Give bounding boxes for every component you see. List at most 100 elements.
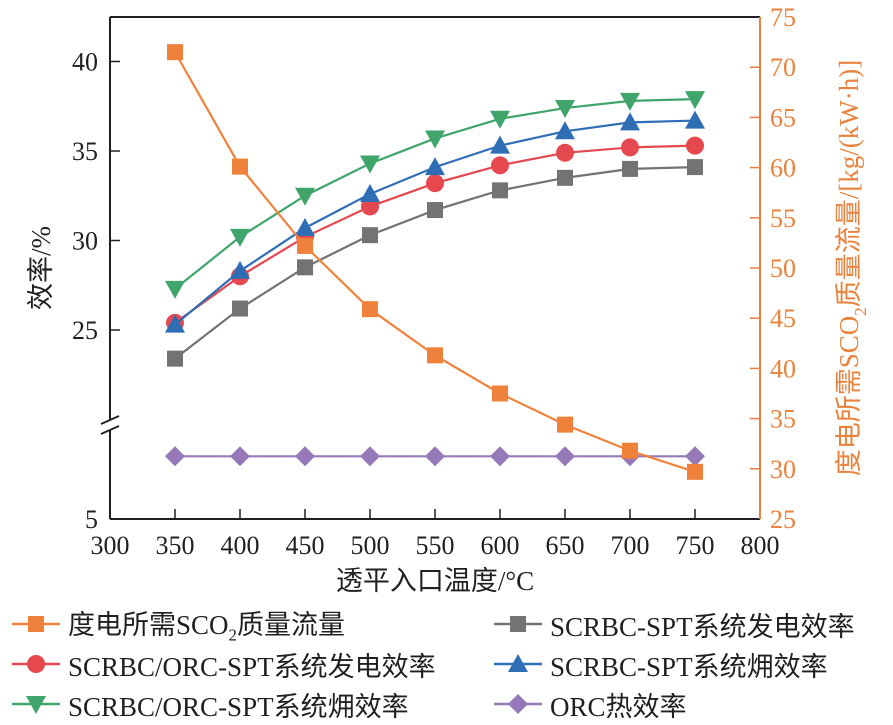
x-tick-label: 500 [351, 531, 390, 560]
legend-item-orc-power: SCRBC/ORC-SPT系统发电效率 [8, 644, 436, 684]
data-point-sco2-700 [622, 442, 638, 459]
y-right-tick-label: 50 [770, 254, 796, 283]
legend-label-orc-thermal: ORC热效率 [550, 691, 687, 722]
legend-symbol-sco2 [12, 616, 60, 632]
data-point-sco2-400 [232, 158, 248, 175]
axis-break-mark [100, 425, 120, 435]
data-point-orc_thermal-450 [295, 446, 315, 467]
data-point-scrbc_exergy-750 [685, 110, 705, 129]
data-point-scrbc_power-400 [232, 300, 248, 317]
y-left-tick-label: 25 [72, 316, 98, 345]
x-axis-title: 透平入口温度/°C [336, 566, 534, 596]
x-tick-label: 450 [286, 531, 325, 560]
x-tick-label: 800 [741, 531, 780, 560]
y-right-tick-label: 30 [770, 455, 796, 484]
data-point-orc_exergy-400 [230, 228, 250, 247]
data-point-scrbc_power-350 [167, 350, 183, 367]
y-right-tick-label: 75 [770, 3, 796, 32]
data-point-scrbc_exergy-550 [425, 157, 445, 176]
data-point-sco2-350 [167, 44, 183, 61]
data-point-orc_exergy-600 [490, 110, 510, 129]
y-right-tick-label: 25 [770, 505, 796, 534]
data-point-orc_power-700 [621, 138, 639, 157]
legend-marker-scrbc_exergy [508, 654, 528, 672]
data-point-orc_thermal-400 [230, 446, 250, 467]
gray-square-marker-icon [490, 609, 546, 639]
x-tick-label: 350 [156, 531, 195, 560]
axis-break-mark [100, 415, 120, 425]
data-point-orc_thermal-600 [490, 446, 510, 467]
legend-item-scrbc-exergy: SCRBC-SPT系统㶲效率 [490, 644, 828, 684]
orange-square-marker-icon [8, 609, 64, 639]
series-line-orc_exergy [174, 97, 696, 290]
y-right-tick-label: 70 [770, 53, 796, 82]
legend-label-scrbc-exergy: SCRBC-SPT系统㶲效率 [550, 651, 828, 682]
data-point-orc_power-750 [686, 136, 704, 155]
legend-marker-orc_thermal [508, 694, 528, 714]
data-point-scrbc_power-450 [297, 259, 313, 276]
data-point-orc_exergy-450 [295, 187, 315, 206]
y-left-tick-label: 5 [85, 505, 98, 534]
data-point-orc_power-600 [491, 156, 509, 175]
data-point-scrbc_exergy-450 [295, 217, 315, 236]
data-point-sco2-650 [557, 416, 573, 433]
x-tick-label: 650 [546, 531, 585, 560]
x-tick-label: 550 [416, 531, 455, 560]
legend-marker-orc_exergy [26, 696, 46, 714]
data-point-orc_thermal-750 [685, 446, 705, 467]
legend-item-scrbc-power: SCRBC-SPT系统发电效率 [490, 604, 855, 644]
legend-item-orc-exergy: SCRBC/ORC-SPT系统㶲效率 [8, 684, 409, 724]
x-tick-label: 700 [611, 531, 650, 560]
legend-marker-orc_power [27, 655, 45, 673]
y-right-tick-label: 65 [770, 103, 796, 132]
data-point-scrbc_exergy-400 [230, 260, 250, 279]
data-point-sco2-600 [492, 385, 508, 402]
data-point-scrbc_power-600 [492, 182, 508, 199]
data-point-orc_exergy-750 [685, 91, 705, 110]
data-point-orc_power-550 [426, 174, 444, 193]
data-point-scrbc_power-650 [557, 169, 573, 186]
data-point-scrbc_power-550 [427, 202, 443, 219]
legend-label-sco2: 度电所需SCO2质量流量 [68, 609, 346, 645]
data-point-sco2-500 [362, 301, 378, 318]
legend-label-orc-exergy: SCRBC/ORC-SPT系统㶲效率 [68, 691, 409, 722]
y-right-tick-label: 45 [770, 304, 796, 333]
y-left-tick-label: 40 [72, 48, 98, 77]
data-point-scrbc_exergy-350 [165, 314, 185, 333]
x-tick-label: 750 [676, 531, 715, 560]
legend-marker-scrbc_power [510, 616, 526, 632]
data-point-scrbc_exergy-500 [360, 183, 380, 202]
data-point-orc_exergy-500 [360, 155, 380, 174]
x-tick-label: 600 [481, 531, 520, 560]
data-point-orc_thermal-350 [165, 446, 185, 467]
chart-plot: 300 350 400 450 500 550 600 650 700 750 800 5 25 30 35… [26, 3, 870, 596]
data-point-scrbc_exergy-700 [620, 112, 640, 131]
data-point-orc_thermal-550 [425, 446, 445, 467]
series-line-scrbc_exergy [174, 119, 696, 326]
data-point-scrbc_exergy-650 [555, 121, 575, 140]
data-point-scrbc_exergy-600 [490, 135, 510, 154]
legend-symbol-orc_thermal [494, 694, 542, 714]
green-triangle-down-marker-icon [8, 689, 64, 719]
data-point-orc_exergy-700 [620, 92, 640, 111]
y-right-tick-label: 40 [770, 354, 796, 383]
y-right-tick-label: 60 [770, 154, 796, 183]
legend-marker-sco2 [28, 616, 44, 632]
y-right-axis-title: 度电所需SCO2质量流量/[kg/(kW·h)] [834, 60, 870, 476]
data-point-orc_exergy-550 [425, 130, 445, 149]
data-point-scrbc_power-750 [687, 159, 703, 176]
legend-symbol-orc_exergy [12, 696, 60, 714]
blue-triangle-up-marker-icon [490, 649, 546, 679]
legend-item-orc-thermal: ORC热效率 [490, 684, 687, 724]
data-point-scrbc_power-700 [622, 160, 638, 177]
x-tick-label: 400 [221, 531, 260, 560]
purple-diamond-marker-icon [490, 689, 546, 719]
legend-label-scrbc-power: SCRBC-SPT系统发电效率 [550, 611, 855, 642]
y-left-axis-title: 效率/% [26, 226, 56, 310]
red-circle-marker-icon [8, 649, 64, 679]
data-point-orc_thermal-650 [555, 446, 575, 467]
data-point-orc_exergy-650 [555, 100, 575, 119]
y-right-tick-label: 35 [770, 405, 796, 434]
data-point-sco2-550 [427, 347, 443, 364]
data-point-sco2-750 [687, 463, 703, 480]
